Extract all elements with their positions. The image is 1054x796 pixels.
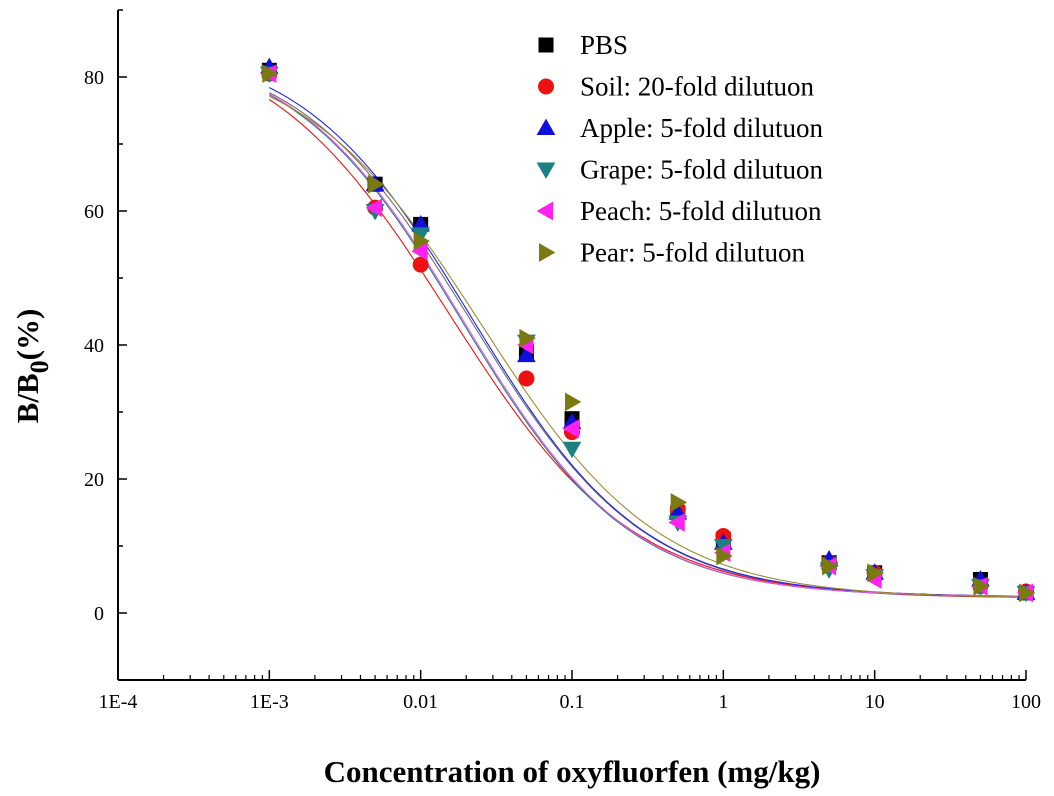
x-axis-title: Concentration of oxyfluorfen (mg/kg) — [324, 754, 821, 789]
data-point-series-5 — [822, 556, 839, 576]
data-point-series-5 — [565, 392, 582, 412]
data-point-series-4 — [365, 198, 383, 217]
y-axis-title-suffix: (%) — [10, 309, 45, 361]
data-point-series-5 — [973, 576, 990, 596]
data-point-series-3 — [714, 539, 733, 556]
y-tick-label: 40 — [84, 335, 104, 357]
data-point-series-5 — [519, 328, 536, 348]
fit-curves — [268, 87, 1027, 598]
legend-marker — [539, 243, 556, 262]
fit-curve-series-5 — [269, 95, 1027, 598]
legend-label: PBS — [580, 30, 628, 60]
y-tick-label: 0 — [94, 603, 104, 625]
data-point-series-5 — [867, 563, 884, 583]
x-tick-label: 100 — [1011, 691, 1041, 713]
data-point-series-5 — [262, 64, 279, 83]
data-point-series-3 — [562, 441, 582, 459]
data-points — [260, 57, 1036, 603]
data-point-series-2 — [411, 215, 430, 232]
y-tick-label: 80 — [84, 67, 104, 89]
data-point-series-4 — [668, 513, 685, 532]
x-tick-label: 0.1 — [560, 691, 585, 713]
y-axis-title-main: B/B — [10, 373, 45, 423]
y-axis-title-subscript: 0 — [25, 360, 54, 373]
data-point-series-5 — [716, 546, 733, 566]
axes: 0 20 40 60 80 1E-4 1E-3 0.01 0.1 1 10 100 — [84, 9, 1041, 713]
data-point-series-5 — [670, 493, 688, 512]
data-point-series-4 — [411, 241, 428, 261]
legend-label: Pear: 5-fold dilutuon — [580, 238, 805, 268]
data-point-series-2 — [517, 345, 536, 363]
legend-label: Soil: 20-fold dilutuon — [580, 72, 815, 102]
x-tick-label: 1E-3 — [250, 691, 289, 713]
legend-label: Apple: 5-fold dilutuon — [580, 113, 823, 143]
legend-marker — [538, 37, 554, 53]
legend-marker — [536, 162, 556, 179]
x-tick-label: 1E-4 — [99, 691, 138, 713]
data-point-series-1 — [518, 370, 535, 387]
legend-marker — [538, 78, 554, 95]
y-axis-title: B/B0(%) — [10, 309, 54, 424]
x-tick-label: 10 — [865, 691, 885, 713]
legend-marker — [536, 118, 556, 135]
data-point-series-1 — [412, 256, 429, 273]
x-tick-label: 0.01 — [403, 691, 438, 713]
y-tick-label: 20 — [84, 469, 104, 491]
data-point-series-3 — [411, 227, 430, 244]
data-point-series-5 — [413, 231, 430, 251]
x-tick-label: 1 — [718, 691, 728, 713]
legend-label: Grape: 5-fold dilutuon — [580, 155, 823, 185]
legend: PBS Soil: 20-fold dilutuon Apple: 5-fold d… — [536, 30, 823, 268]
legend-marker — [536, 201, 553, 221]
data-point-series-4 — [562, 419, 579, 439]
data-point-series-5 — [368, 174, 385, 194]
legend-label: Peach: 5-fold dilutuon — [580, 196, 822, 226]
y-tick-label: 60 — [84, 201, 104, 223]
data-point-series-5 — [1019, 583, 1036, 603]
